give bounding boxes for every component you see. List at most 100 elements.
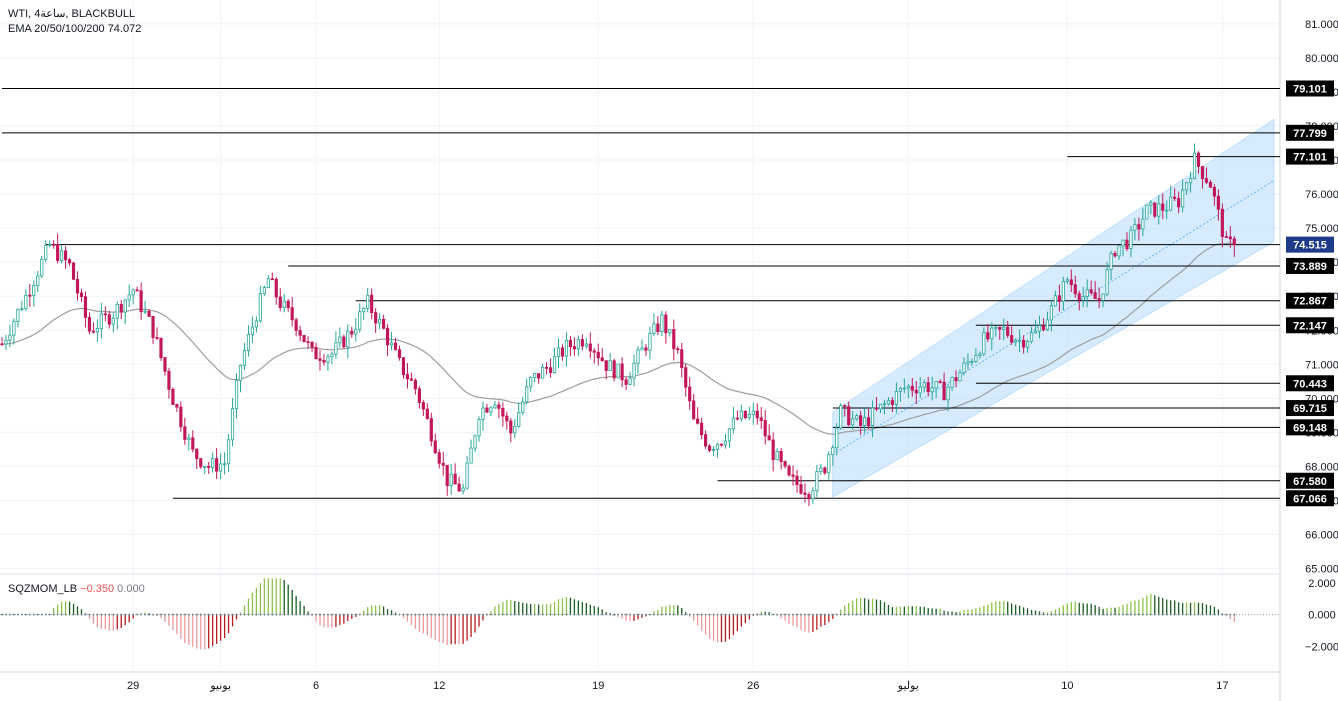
squeeze-dot <box>1106 613 1108 616</box>
candle-body <box>425 408 429 419</box>
squeeze-dot <box>24 613 27 616</box>
oscillator-name: SQZMOM_LB <box>8 583 78 595</box>
squeeze-dot <box>1110 613 1112 616</box>
candle-body <box>242 350 247 366</box>
squeeze-dot <box>140 613 143 616</box>
squeeze-dot <box>462 613 465 616</box>
regression-channel <box>832 118 1275 498</box>
candle-body <box>926 382 930 393</box>
squeeze-dot <box>386 613 389 616</box>
candle-body <box>656 323 660 332</box>
squeeze-dot <box>716 613 719 616</box>
squeeze-dot <box>907 613 910 616</box>
candle-body <box>672 329 676 350</box>
squeeze-dot <box>478 613 480 616</box>
candle-body <box>1181 189 1185 208</box>
candle-body <box>473 435 477 449</box>
candle-body <box>819 467 823 472</box>
candle-body <box>994 326 998 329</box>
squeeze-dot <box>672 613 675 616</box>
squeeze-dot <box>891 613 894 616</box>
squeeze-dot <box>1137 613 1140 616</box>
squeeze-dot <box>1094 613 1097 616</box>
candle-body <box>191 437 195 450</box>
squeeze-dot <box>1189 613 1192 616</box>
candle-body <box>1121 239 1125 247</box>
price-tick-label: 68.000 <box>1305 461 1338 473</box>
candle-body <box>421 402 425 410</box>
candle-body <box>632 362 636 379</box>
candle-body <box>723 440 728 446</box>
squeeze-dot <box>203 613 206 616</box>
candle-body <box>258 293 262 322</box>
squeeze-dot <box>676 613 679 616</box>
squeeze-dot <box>621 613 624 616</box>
squeeze-dot <box>581 613 584 616</box>
squeeze-dot <box>247 613 250 616</box>
squeeze-dot <box>839 613 842 616</box>
candle-body <box>652 323 656 334</box>
candle-body <box>28 294 32 297</box>
level-badge-label: 69.148 <box>1293 422 1327 434</box>
squeeze-dot <box>664 613 667 616</box>
squeeze-dot <box>915 613 918 616</box>
squeeze-dot <box>124 613 127 616</box>
candle-body <box>171 388 175 405</box>
candle-body <box>207 465 211 468</box>
squeeze-dot <box>1221 613 1224 616</box>
candle-body <box>1133 224 1137 231</box>
candle-body <box>739 410 743 420</box>
candle-body <box>1097 298 1101 301</box>
squeeze-dot <box>629 613 631 616</box>
squeeze-dot <box>354 613 357 616</box>
candle-body <box>990 327 994 340</box>
osc-tick-label: −2.000 <box>1305 641 1338 653</box>
candle-body <box>803 492 807 495</box>
candle-body <box>982 332 986 355</box>
squeeze-dot <box>1233 613 1236 616</box>
squeeze-dot <box>307 613 309 616</box>
candle-body <box>254 320 258 328</box>
squeeze-dot <box>299 613 302 616</box>
squeeze-dot <box>1181 613 1184 616</box>
candle-body <box>56 244 60 261</box>
candle-body <box>1137 224 1141 230</box>
squeeze-dot <box>160 613 162 616</box>
candle-body <box>52 243 56 246</box>
candle-body <box>32 285 36 296</box>
candle-body <box>616 363 620 379</box>
candle-body <box>715 443 720 450</box>
squeeze-dot <box>823 613 826 616</box>
candle-body <box>1029 332 1034 342</box>
candle-body <box>334 342 338 355</box>
price-tick-label: 76.000 <box>1305 189 1338 201</box>
squeeze-dot <box>1145 613 1148 616</box>
candle-body <box>266 278 270 288</box>
squeeze-dot <box>287 613 290 616</box>
squeeze-dot <box>565 613 568 616</box>
candle-body <box>1208 181 1213 188</box>
squeeze-dot <box>887 613 890 616</box>
candle-body <box>36 275 40 287</box>
squeeze-dot <box>342 613 345 616</box>
candle-body <box>620 363 624 381</box>
squeeze-dot <box>641 613 643 616</box>
squeeze-dot <box>406 613 409 616</box>
candle-body <box>517 412 521 427</box>
candle-body <box>827 454 831 474</box>
candle-body <box>831 447 835 455</box>
candle-body <box>1089 289 1093 294</box>
candle-body <box>1149 202 1153 206</box>
candle-body <box>1053 295 1057 307</box>
candle-body <box>1073 284 1077 295</box>
candle-body <box>525 386 529 403</box>
candle-body <box>1224 236 1228 238</box>
squeeze-dot <box>80 613 83 616</box>
squeeze-dot <box>16 613 19 616</box>
squeeze-dot <box>1050 613 1053 616</box>
candle-body <box>795 475 799 486</box>
candle-body <box>48 243 52 246</box>
candle-body <box>1105 269 1109 295</box>
level-badge-label: 73.889 <box>1293 261 1327 273</box>
